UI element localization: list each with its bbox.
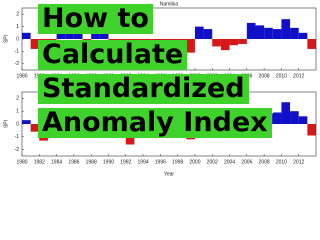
y-tick-label: -1 [15, 49, 20, 55]
bar [229, 39, 239, 46]
y-tick-label: 2 [16, 12, 19, 18]
overlay-text: Standardized [38, 74, 249, 104]
bar [264, 27, 273, 39]
y-axis-label: SPI [3, 35, 9, 43]
bar [22, 120, 31, 124]
y-tick-label: 2 [16, 96, 19, 102]
bar [281, 19, 291, 39]
bar [65, 29, 74, 39]
bar [30, 124, 40, 132]
bar [238, 39, 247, 44]
bar [272, 29, 282, 39]
x-tick-label: 2010 [276, 73, 287, 79]
x-tick-label: 2000 [189, 159, 200, 165]
x-tick-label: 2002 [207, 159, 218, 165]
bar [22, 32, 31, 39]
y-tick-label: 1 [16, 24, 19, 30]
x-tick-label: 1994 [137, 159, 148, 165]
chart-title: Namibia [160, 1, 179, 7]
bar [194, 26, 204, 39]
bar [272, 112, 282, 124]
bar [298, 32, 308, 39]
bar [255, 25, 265, 39]
y-tick-label: 1 [16, 109, 19, 115]
bar [290, 27, 299, 39]
overlay-text: Calculate [38, 40, 188, 70]
x-tick-label: 2012 [293, 73, 304, 79]
plot-frame [21, 7, 317, 71]
overlay-text: How to [38, 4, 153, 34]
x-tick-label: 1982 [34, 159, 45, 165]
y-tick-label: -2 [15, 147, 20, 153]
bar [307, 124, 316, 136]
x-tick-label: 2006 [241, 159, 252, 165]
page: Namibia SPI -2 -1 0 1 2 1980 1982 1984 1986 1988 199… [3, 1, 317, 178]
x-tick-label: 2008 [259, 73, 270, 79]
x-tick-label: 1992 [120, 159, 131, 165]
y-tick-label: 0 [16, 121, 19, 127]
x-tick-label: 1996 [155, 159, 166, 165]
bar [220, 39, 230, 51]
bar [298, 116, 308, 124]
overlay-text: Anomaly Index [38, 108, 272, 138]
x-tick-label: 1990 [103, 159, 114, 165]
x-tick-label: 1986 [68, 159, 79, 165]
x-tick-label: 2012 [293, 159, 304, 165]
bar [307, 39, 316, 49]
bar [73, 34, 83, 39]
bar [281, 102, 291, 124]
x-tick-label: 1980 [16, 73, 27, 79]
x-tick-label: 2010 [276, 159, 287, 165]
bar [203, 29, 213, 39]
y-tick-label: -2 [15, 61, 20, 67]
x-tick-label: 1988 [86, 159, 97, 165]
y-tick-label: 0 [16, 36, 19, 42]
bar [212, 39, 221, 47]
bar [30, 39, 40, 49]
bar [186, 39, 195, 53]
x-tick-label: 2004 [224, 159, 235, 165]
bar [290, 111, 299, 124]
x-tick-label: 1980 [16, 159, 27, 165]
bar [246, 22, 256, 39]
x-axis-label: Year [164, 171, 174, 177]
x-tick-label: 1984 [51, 159, 62, 165]
y-tick-label: -1 [15, 134, 20, 140]
x-tick-label: 1998 [172, 159, 183, 165]
bar [56, 31, 66, 39]
y-axis-label: SPI [3, 120, 9, 128]
x-tick-label: 2008 [259, 159, 270, 165]
